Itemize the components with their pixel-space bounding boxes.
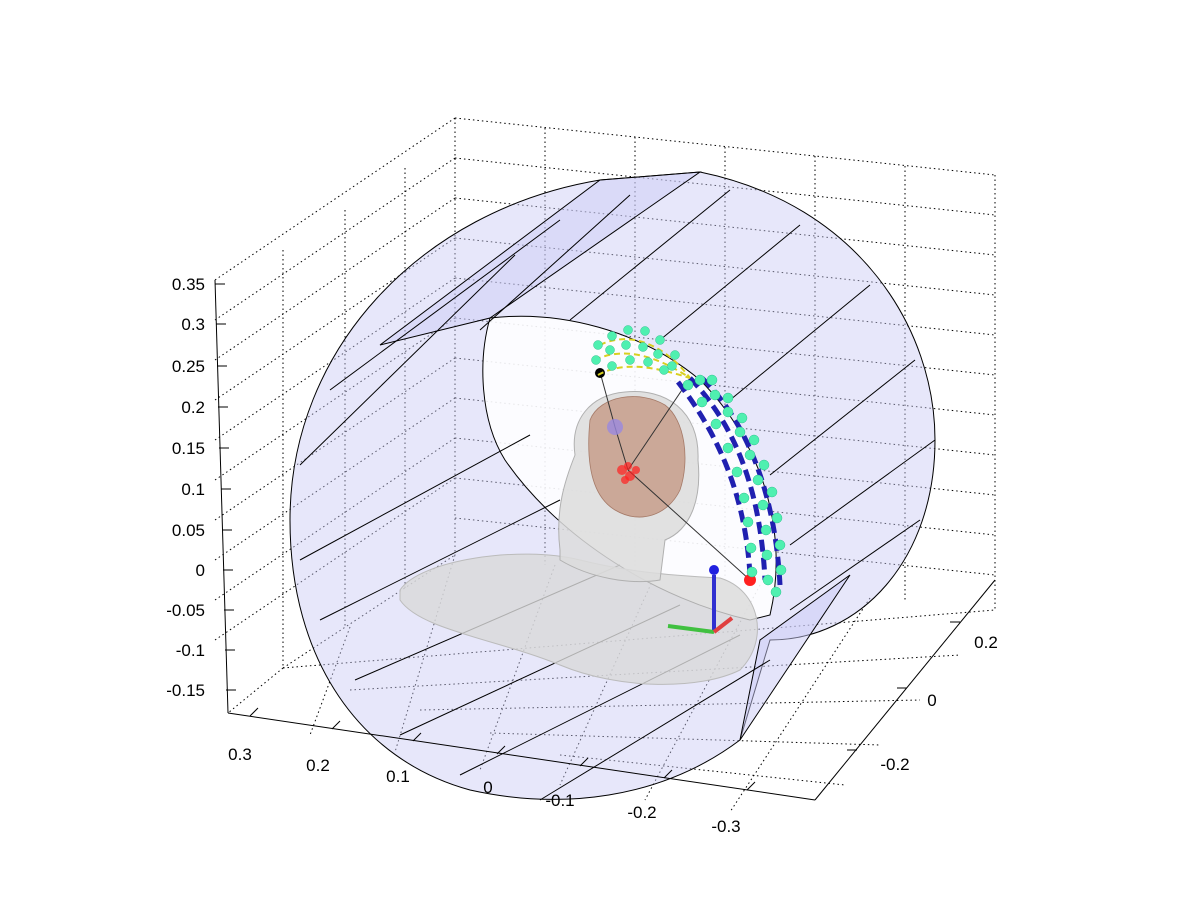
z-tick-label: 0.3: [181, 315, 205, 334]
z-tick-label: 0.25: [172, 357, 205, 376]
center-marker: [607, 419, 623, 435]
x-tick-label: 0.1: [386, 767, 410, 786]
z-tick-label: 0: [196, 561, 205, 580]
electrode-paths: [591, 325, 787, 598]
x-tick-label: -0.2: [627, 803, 656, 822]
z-tick-label: -0.1: [176, 641, 205, 660]
y-tick-label: 0: [927, 691, 936, 710]
z-tick-label: 0.1: [181, 480, 205, 499]
x-tick-label: -0.3: [711, 817, 740, 836]
torso-shape: [399, 553, 758, 685]
red-markers: [617, 462, 640, 484]
axis-triad: [667, 565, 734, 634]
x-tick-label: -0.1: [545, 791, 574, 810]
y-tick-label: 0.2: [974, 633, 998, 652]
z-tick-label: 0.15: [172, 439, 205, 458]
x-tick-labels: 0.3 0.2 0.1 0 -0.1 -0.2 -0.3: [228, 745, 740, 836]
z-tick-label: -0.05: [166, 601, 205, 620]
triad-x: [712, 616, 734, 634]
z-tick-labels: 0.35 0.3 0.25 0.2 0.15 0.1 0.05 0 -0.05 …: [166, 275, 205, 700]
x-tick-label: 0.3: [228, 745, 252, 764]
z-tick-label: 0.05: [172, 521, 205, 540]
axis-lines: [214, 279, 996, 801]
y-tick-label: -0.2: [880, 755, 909, 774]
z-tick-label: -0.15: [166, 681, 205, 700]
x-tick-label: 0: [483, 778, 492, 797]
z-tick-label: 0.35: [172, 275, 205, 294]
z-tick-label: 0.2: [181, 398, 205, 417]
head-model: [399, 391, 758, 685]
y-tick-labels: 0.2 0 -0.2: [880, 633, 997, 774]
x-tick-label: 0.2: [306, 756, 330, 775]
triad-y: [667, 624, 715, 634]
